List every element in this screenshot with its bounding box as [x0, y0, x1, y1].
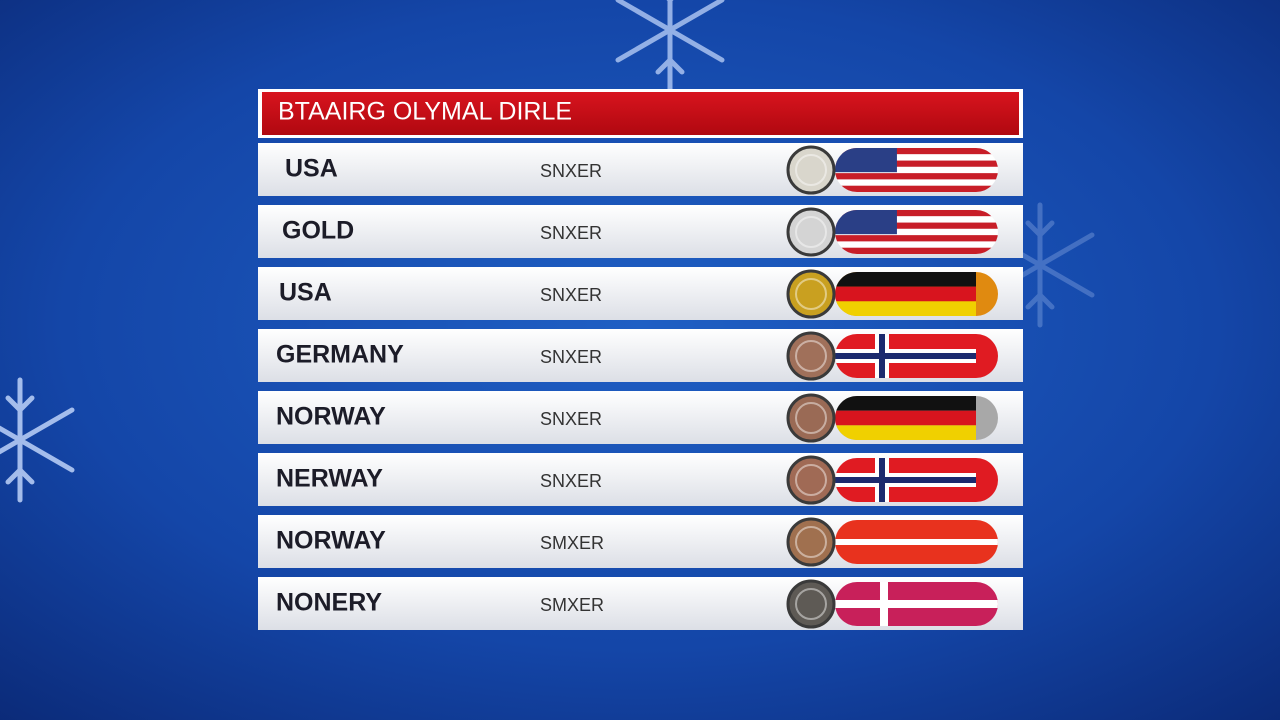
medal-inner — [795, 278, 827, 310]
medal-label: SNXER — [540, 409, 602, 429]
flag — [835, 334, 998, 378]
stripe — [835, 410, 976, 426]
medal-inner — [795, 340, 827, 372]
medal — [786, 145, 836, 195]
medal-inner — [795, 154, 827, 186]
stripe — [835, 425, 976, 440]
stripe — [835, 210, 998, 217]
medal-label: SMXER — [540, 533, 604, 553]
country-name: USA — [285, 155, 338, 183]
medal — [786, 455, 836, 505]
medal-label: SMXER — [540, 595, 604, 615]
medal-inner — [795, 216, 827, 248]
medal — [786, 579, 836, 629]
stripe — [835, 216, 998, 223]
stripe — [835, 241, 998, 248]
country-name: USA — [279, 279, 332, 307]
stripe — [835, 235, 998, 242]
cross — [835, 600, 998, 608]
table-row: GOLD SNXER — [258, 205, 1023, 258]
medal-label: SNXER — [540, 347, 602, 367]
country-name: NORWAY — [276, 527, 386, 555]
cross — [835, 353, 976, 359]
medal-label: SNXER — [540, 285, 602, 305]
flag — [835, 272, 998, 316]
flag — [835, 582, 998, 626]
cross — [835, 477, 976, 483]
medal-label: SNXER — [540, 223, 602, 243]
medal-inner — [795, 464, 827, 496]
medal-inner — [795, 526, 827, 558]
table-row: NERWAY SNXER — [258, 453, 1023, 506]
stripe — [835, 222, 998, 229]
flag — [835, 148, 998, 192]
flag — [835, 458, 998, 502]
stripe — [835, 173, 998, 180]
title-bar — [262, 92, 1019, 135]
stripe — [835, 539, 998, 545]
country-name: GERMANY — [276, 341, 404, 369]
medal — [786, 517, 836, 567]
medal-inner — [795, 402, 827, 434]
table-row: GERMANY SNXER — [258, 329, 1023, 382]
medal-label: SNXER — [540, 471, 602, 491]
flag — [835, 210, 998, 254]
country-name: NERWAY — [276, 465, 383, 493]
title: BTAAIRG OLYMAL DIRLE — [278, 98, 572, 126]
table-row: USA SNXER — [258, 143, 1023, 196]
medal — [786, 393, 836, 443]
stripe — [835, 228, 998, 236]
medal — [786, 331, 836, 381]
stripe — [835, 166, 998, 174]
country-name: GOLD — [282, 217, 354, 245]
stripe — [835, 247, 998, 254]
medal — [786, 207, 836, 257]
stripe — [835, 179, 998, 186]
medal-label: SNXER — [540, 161, 602, 181]
stripe — [835, 396, 976, 411]
stripe — [835, 160, 998, 167]
medal-inner — [795, 588, 827, 620]
canton — [835, 210, 897, 235]
country-name: NORWAY — [276, 403, 386, 431]
table-row: NONERY SMXER — [258, 577, 1023, 630]
country-name: NONERY — [276, 589, 382, 617]
stripe — [835, 148, 998, 155]
stripe — [835, 185, 998, 192]
flag — [835, 396, 998, 440]
table-row: NORWAY SMXER — [258, 515, 1023, 568]
canton — [835, 148, 897, 173]
stripe — [835, 286, 976, 302]
flag — [835, 520, 998, 564]
stripe — [835, 272, 976, 287]
table-row: NORWAY SNXER — [258, 391, 1023, 444]
medal — [786, 269, 836, 319]
stripe — [835, 301, 976, 316]
stripe — [835, 154, 998, 161]
table-row: USA SNXER — [258, 267, 1023, 320]
